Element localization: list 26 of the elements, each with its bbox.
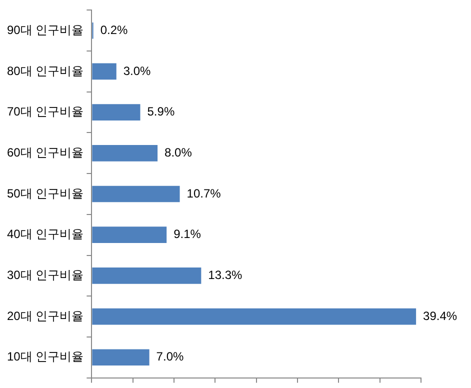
y-tick-label: 40대 인구비율: [6, 227, 84, 242]
data-label: 3.0%: [123, 64, 152, 78]
bar: [92, 104, 140, 120]
y-tick-label: 60대 인구비율: [6, 145, 84, 160]
y-tick-label: 30대 인구비율: [6, 268, 84, 282]
bar: [92, 144, 158, 162]
y-tick-label: 80대 인구비율: [6, 64, 84, 78]
y-tick-label: 90대 인구비율: [6, 22, 84, 37]
data-label: 39.4%: [423, 308, 458, 323]
bar: [92, 226, 167, 244]
y-tick-label: 10대 인구비율: [6, 350, 84, 364]
data-label: 8.0%: [164, 145, 192, 160]
bar: [92, 349, 150, 366]
y-tick-label: 50대 인구비율: [6, 186, 84, 200]
data-label: 5.9%: [147, 104, 175, 119]
data-label: 7.0%: [156, 350, 184, 364]
data-label: 9.1%: [174, 227, 202, 242]
bar: [92, 63, 116, 80]
data-label: 0.2%: [100, 22, 128, 37]
bar: [92, 308, 416, 325]
data-label: 13.3%: [208, 268, 243, 282]
y-tick-label: 70대 인구비율: [6, 104, 84, 119]
bar: [92, 186, 180, 202]
bar: [92, 268, 202, 284]
y-tick-label: 20대 인구비율: [6, 308, 84, 323]
data-label: 10.7%: [186, 186, 222, 200]
